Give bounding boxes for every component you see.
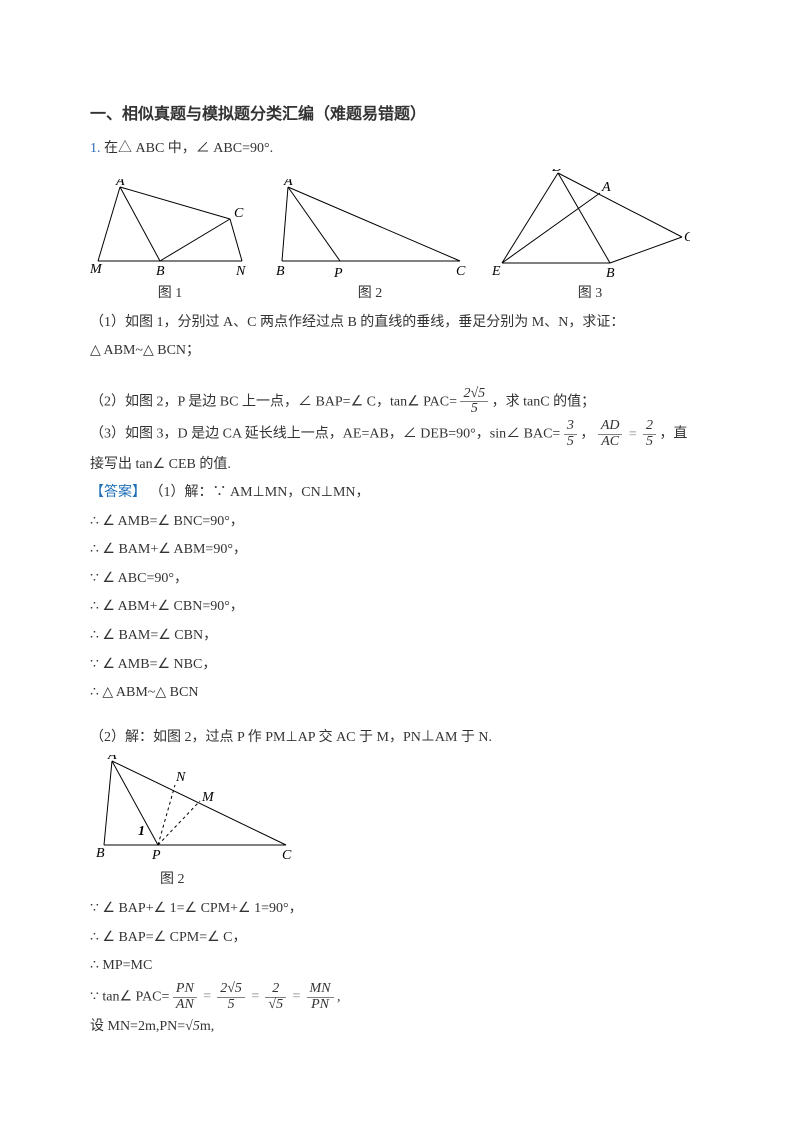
svg-text:C: C [684,230,690,245]
figure-2b: A B P C M N 1 图 2 [90,755,710,894]
sub2-line: （2）如图 2，P 是边 BC 上一点，∠ BAP=∠ C，tan∠ PAC= … [90,387,710,417]
answer2-step5: 设 MN=2m,PN=√5m, [90,1014,710,1041]
answer1-step: ∴ ∠ BAM=∠ CBN， [90,623,710,650]
svg-text:P: P [151,848,161,863]
figure-1-label: 图 1 [158,281,183,308]
sub2-frac-num: 2√5 [460,387,488,403]
problem-stem: 1. 在△ ABC 中，∠ ABC=90°. [90,136,710,163]
svg-text:C: C [456,264,466,279]
svg-text:N: N [175,770,186,785]
answer2-tan-chain: ∵ tan∠ PAC= PN AN = 2√5 5 = 2 √5 = MN PN… [90,982,710,1012]
svg-text:M: M [90,262,103,277]
sub3-mid: ， [580,427,594,442]
sub3-line1: （3）如图 3，D 是边 CA 延长线上一点，AE=AB，∠ DEB=90°，s… [90,419,710,449]
equals-icon: = [626,427,639,442]
sub2-suffix: ，求 tanC 的值； [492,394,595,409]
svg-text:B: B [606,266,615,279]
answer1-step: ∵ ∠ ABC=90°， [90,566,710,593]
problem-stem-text: 在△ ABC 中，∠ ABC=90°. [104,141,273,156]
sub1-line1: （1）如图 1，分别过 A、C 两点作经过点 B 的直线的垂线，垂足分别为 M、… [90,310,710,337]
answer2-tan-prefix: ∵ tan∠ PAC= [90,989,169,1004]
answer2-step5-rad: √5 [185,1019,200,1034]
svg-text:E: E [491,264,501,279]
answer1-step: ∴ ∠ AMB=∠ BNC=90°， [90,509,710,536]
svg-text:A: A [115,179,125,189]
figure-2: A B P C 图 2 [270,179,470,308]
answer1-step: ∴ ∠ ABM+∠ CBN=90°， [90,594,710,621]
chain-tail: , [337,989,341,1004]
sub3-frac3: 2 5 [643,419,656,449]
sub2-fraction: 2√5 5 [460,387,488,417]
figure-1-svg: A M B N C [90,179,250,279]
sub3-frac2: AD AC [598,419,623,449]
answer1-head-text: （1）解：∵ AM⊥MN，CN⊥MN， [150,485,370,500]
sub2-prefix: （2）如图 2，P 是边 BC 上一点，∠ BAP=∠ C，tan∠ PAC= [90,394,457,409]
answer2-step2: ∴ ∠ BAP=∠ CPM=∠ C， [90,925,710,952]
chain-f4: MN PN [307,982,334,1012]
section-title: 一、相似真题与模拟题分类汇编（难题易错题） [90,100,710,130]
sub3-line2: 接写出 tan∠ CEB 的值. [90,452,710,479]
svg-text:M: M [201,790,215,805]
chain-f2: 2√5 5 [217,982,245,1012]
figures-row: A M B N C 图 1 A B P C 图 2 [90,169,710,308]
svg-text:C: C [234,206,244,221]
answer2-step3: ∴ MP=MC [90,953,710,980]
answer1-head: 【答案】 （1）解：∵ AM⊥MN，CN⊥MN， [90,480,710,507]
svg-text:N: N [235,264,246,279]
svg-text:C: C [282,848,292,863]
figure-3: D A C E B 图 3 [490,169,690,308]
answer2-step1: ∵ ∠ BAP+∠ 1=∠ CPM+∠ 1=90°， [90,896,710,923]
figure-2b-svg: A B P C M N 1 [90,755,300,865]
figure-2b-label: 图 2 [160,867,185,894]
answer1-step: ∴ ∠ BAM+∠ ABM=90°， [90,537,710,564]
spacer [90,709,710,723]
chain-f3: 2 √5 [265,982,286,1012]
answer1-step: ∴ △ ABM~△ BCN [90,680,710,707]
figure-2-label: 图 2 [358,281,383,308]
svg-text:B: B [276,264,285,279]
figure-2-svg: A B P C [270,179,470,279]
sub1-line2: △ ABM~△ BCN； [90,338,710,365]
equals-icon: = [290,989,303,1004]
answer-tag: 【答案】 [90,485,146,500]
svg-text:A: A [283,179,293,189]
answer2-step5-post: m, [200,1019,214,1034]
chain-f1: PN AN [173,982,197,1012]
problem-number: 1. [90,141,101,156]
sub3-prefix: （3）如图 3，D 是边 CA 延长线上一点，AE=AB，∠ DEB=90°，s… [90,427,560,442]
figure-3-svg: D A C E B [490,169,690,279]
answer1-step: ∵ ∠ AMB=∠ NBC， [90,652,710,679]
figure-1: A M B N C 图 1 [90,179,250,308]
svg-text:A: A [107,755,117,763]
equals-icon: = [248,989,261,1004]
svg-text:B: B [96,846,105,861]
svg-text:A: A [601,180,611,195]
sub3-frac1: 3 5 [564,419,577,449]
answer2-step5-pre: 设 MN=2m,PN= [90,1019,185,1034]
figure-3-label: 图 3 [578,281,603,308]
spacer [90,367,710,385]
svg-text:P: P [333,266,343,279]
sub3-suffix: ，直 [659,427,687,442]
svg-text:B: B [156,264,165,279]
answer2-head: （2）解：如图 2，过点 P 作 PM⊥AP 交 AC 于 M，PN⊥AM 于 … [90,725,710,752]
svg-text:D: D [551,169,562,175]
equals-icon: = [200,989,213,1004]
sub2-frac-den: 5 [460,402,488,417]
svg-text:1: 1 [138,824,145,839]
page: 一、相似真题与模拟题分类汇编（难题易错题） 1. 在△ ABC 中，∠ ABC=… [0,0,800,1132]
